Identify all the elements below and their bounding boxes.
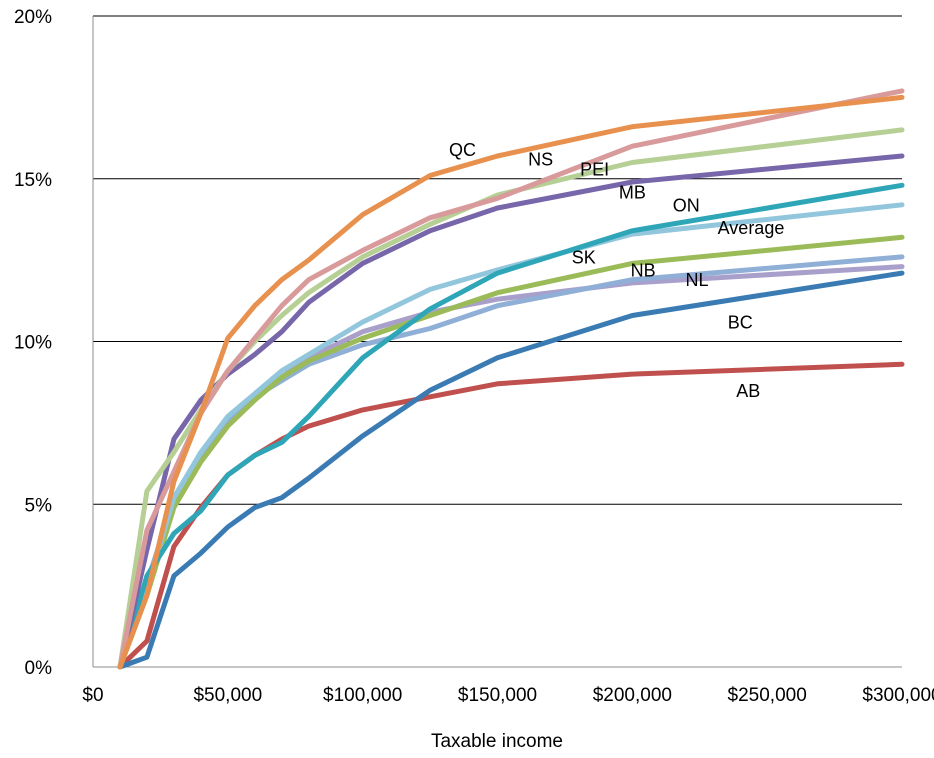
- series-labels: QC NS PEI MB ON Average SK NB NL BC AB: [449, 140, 784, 401]
- series-line-mb: [117, 153, 905, 670]
- series-label-pei: PEI: [580, 159, 609, 179]
- series-line-bc: [117, 270, 905, 670]
- y-tick-label: 20%: [14, 7, 52, 28]
- series-line-qc: [117, 94, 905, 670]
- series-label-average: Average: [718, 218, 785, 238]
- series-line-average: [117, 202, 905, 670]
- x-tick-label: $250,000: [728, 685, 807, 706]
- series-label-on: ON: [673, 195, 700, 215]
- tick-labels: 0% 5% 10% 15% 20% $0 $50,000 $100,000 $150,000 $2…: [14, 7, 934, 706]
- series-line-on: [117, 182, 905, 670]
- x-tick-label: $150,000: [458, 685, 537, 706]
- y-tick-label: 15%: [14, 170, 52, 191]
- series-label-ab: AB: [736, 381, 760, 401]
- series-label-ns: NS: [528, 150, 553, 170]
- axes: [92, 16, 902, 668]
- y-tick-label: 10%: [14, 333, 52, 354]
- series-label-mb: MB: [619, 182, 646, 202]
- series-label-nb: NB: [631, 260, 656, 280]
- series-lines: [117, 88, 905, 670]
- y-tick-label: 0%: [25, 658, 53, 679]
- x-tick-label: $100,000: [323, 685, 402, 706]
- x-axis-title: Taxable income: [431, 731, 563, 752]
- x-tick-label: $200,000: [593, 685, 672, 706]
- series-line-sk: [117, 234, 905, 670]
- y-tick-label: 5%: [25, 495, 53, 516]
- series-label-qc: QC: [449, 140, 476, 160]
- series-label-bc: BC: [728, 312, 753, 332]
- x-tick-label: $0: [82, 685, 103, 706]
- series-label-nl: NL: [686, 270, 709, 290]
- series-line-nb: [117, 254, 905, 670]
- series-label-sk: SK: [572, 247, 596, 267]
- x-tick-label: $300,000: [862, 685, 934, 706]
- series-line-pei: [117, 127, 905, 670]
- series-line-ns: [117, 88, 905, 670]
- x-tick-label: $50,000: [193, 685, 262, 706]
